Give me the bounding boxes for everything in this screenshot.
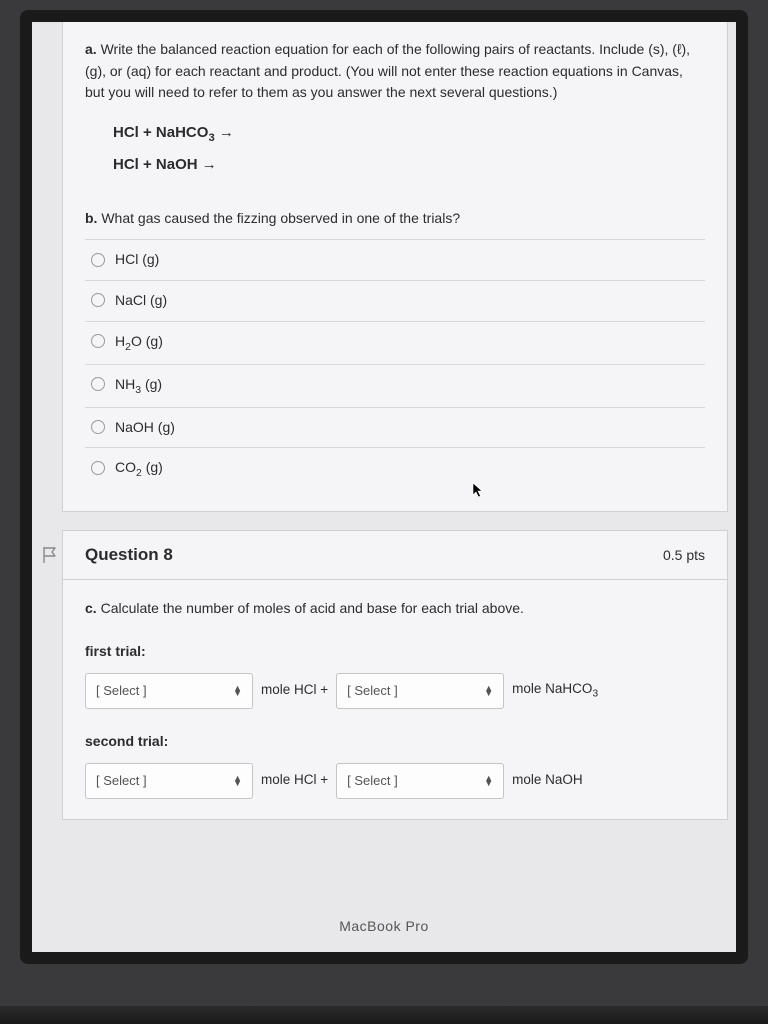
mole-hcl-text: mole HCl + xyxy=(261,770,328,791)
radio-icon[interactable] xyxy=(91,334,105,348)
option-row[interactable]: CO2 (g) xyxy=(85,448,705,491)
radio-icon[interactable] xyxy=(91,420,105,434)
radio-icon[interactable] xyxy=(91,461,105,475)
caret-icon: ▲▼ xyxy=(484,686,493,695)
question-points: 0.5 pts xyxy=(663,547,705,563)
radio-icon[interactable] xyxy=(91,377,105,391)
part-b-label: b. xyxy=(85,210,97,226)
keyboard-edge xyxy=(0,1006,768,1024)
option-row[interactable]: NaCl (g) xyxy=(85,280,705,321)
option-label: H2O (g) xyxy=(115,333,163,349)
device-label: MacBook Pro xyxy=(32,918,736,934)
eq1-lhs: HCl + NaHCO xyxy=(113,124,208,141)
radio-icon[interactable] xyxy=(91,293,105,307)
trial2-select-base[interactable]: [ Select ] ▲▼ xyxy=(336,763,504,799)
eq1-arrow: → xyxy=(215,124,234,141)
option-label: HCl (g) xyxy=(115,251,159,267)
part-c-label: c. xyxy=(85,600,97,616)
select-placeholder: [ Select ] xyxy=(347,771,398,791)
select-placeholder: [ Select ] xyxy=(96,681,147,701)
caret-icon: ▲▼ xyxy=(484,776,493,785)
option-label: NaCl (g) xyxy=(115,292,167,308)
question-header: Question 8 0.5 pts xyxy=(63,531,727,580)
mole-nahco3-text: mole NaHCO3 xyxy=(512,679,598,702)
question-title: Question 8 xyxy=(85,545,173,565)
option-label: NH3 (g) xyxy=(115,376,162,392)
select-placeholder: [ Select ] xyxy=(96,771,147,791)
option-row[interactable]: NH3 (g) xyxy=(85,364,705,407)
trial2-label: second trial: xyxy=(85,731,705,753)
option-row[interactable]: NaOH (g) xyxy=(85,407,705,448)
options-table: HCl (g) NaCl (g) H2O (g) NH3 (g) NaOH (g) CO2… xyxy=(85,239,705,490)
trial1-select-acid[interactable]: [ Select ] ▲▼ xyxy=(85,673,253,709)
equations-block: HCl + NaHCO3 → HCl + NaOH → xyxy=(113,118,705,180)
radio-icon[interactable] xyxy=(91,253,105,267)
trial1-label: first trial: xyxy=(85,641,705,663)
option-row[interactable]: HCl (g) xyxy=(85,240,705,281)
flag-icon[interactable] xyxy=(42,546,58,564)
option-label: NaOH (g) xyxy=(115,419,175,435)
option-label: CO2 (g) xyxy=(115,459,163,475)
mole-hcl-text: mole HCl + xyxy=(261,680,328,701)
caret-icon: ▲▼ xyxy=(233,686,242,695)
trial2-select-acid[interactable]: [ Select ] ▲▼ xyxy=(85,763,253,799)
part-a-text: Write the balanced reaction equation for… xyxy=(85,41,690,100)
part-c-text: Calculate the number of moles of acid an… xyxy=(97,600,524,616)
option-row[interactable]: H2O (g) xyxy=(85,321,705,364)
part-a-label: a. xyxy=(85,41,97,57)
mole-naoh-text: mole NaOH xyxy=(512,770,583,791)
part-b-text: What gas caused the fizzing observed in … xyxy=(97,210,460,226)
caret-icon: ▲▼ xyxy=(233,776,242,785)
eq2-lhs: HCl + NaOH xyxy=(113,156,198,173)
select-placeholder: [ Select ] xyxy=(347,681,398,701)
eq2-arrow: → xyxy=(198,156,217,173)
trial1-select-base[interactable]: [ Select ] ▲▼ xyxy=(336,673,504,709)
